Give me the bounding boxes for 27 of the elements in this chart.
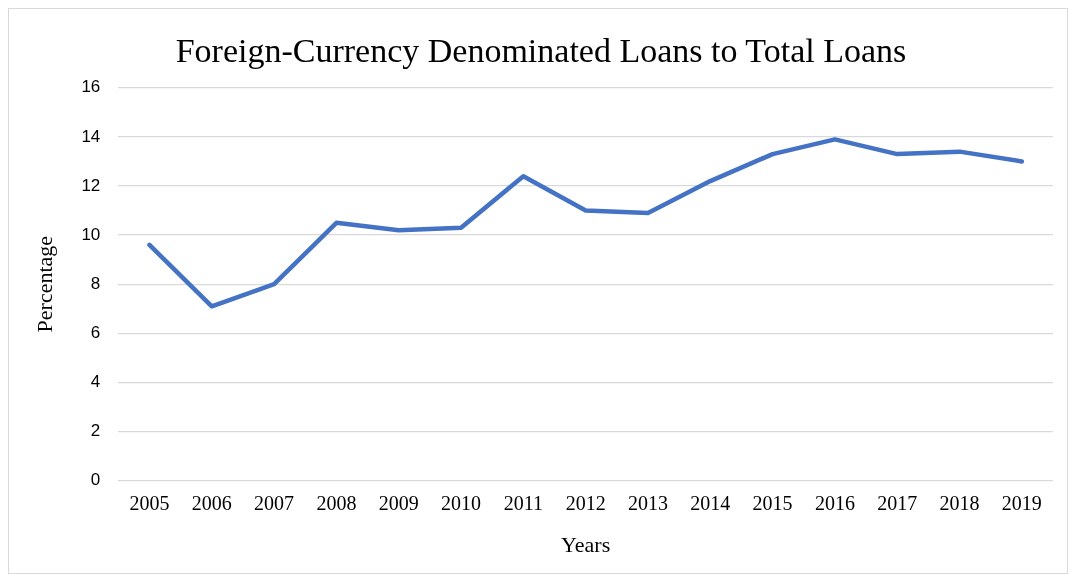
y-tick-label: 0: [90, 470, 101, 490]
x-tick-label: 2014: [690, 491, 731, 514]
x-tick-label: 2005: [129, 491, 170, 514]
x-tick-label: 2012: [565, 491, 606, 514]
x-tick-label: 2006: [191, 491, 232, 514]
x-tick-label: 2017: [877, 491, 918, 514]
chart-title: Foreign-Currency Denominated Loans to Total Loans: [175, 32, 907, 70]
y-tick-label: 12: [81, 175, 101, 195]
x-tick-label: 2016: [814, 491, 855, 514]
y-tick-label: 16: [81, 77, 101, 97]
y-tick-label: 6: [90, 322, 101, 342]
x-tick-label: 2008: [316, 491, 357, 514]
y-tick-label: 8: [90, 273, 101, 293]
x-tick-label: 2018: [939, 491, 980, 514]
x-tick-label: 2013: [627, 491, 668, 514]
x-tick-label: 2007: [254, 491, 295, 514]
x-tick-label: 2015: [752, 491, 793, 514]
y-tick-label: 14: [81, 126, 101, 146]
y-tick-label: 10: [81, 224, 101, 244]
x-tick-label: 2009: [378, 491, 419, 514]
y-axis-title: Percentage: [31, 235, 57, 333]
x-tick-label: 2019: [1001, 491, 1042, 514]
y-tick-label: 2: [90, 421, 101, 441]
x-axis-title: Years: [561, 531, 611, 557]
x-tick-label: 2011: [503, 491, 543, 514]
y-tick-label: 4: [90, 372, 101, 392]
x-tick-label: 2010: [441, 491, 482, 514]
